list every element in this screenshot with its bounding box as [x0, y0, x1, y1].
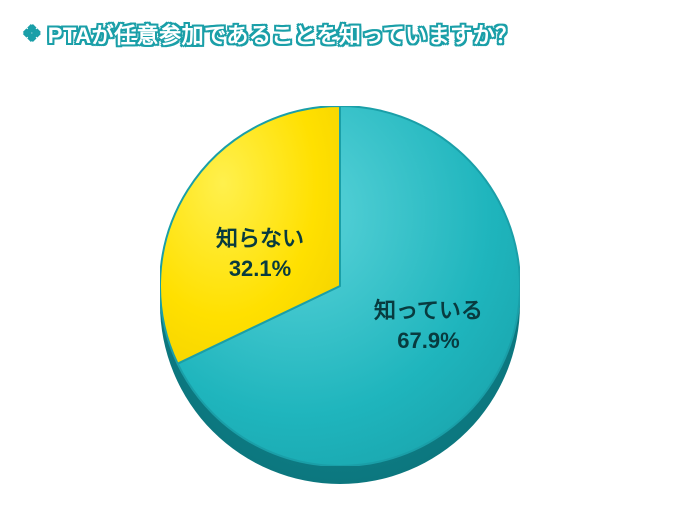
chart-title: ❖ PTAが任意参加であることを知っていますか？ — [22, 18, 518, 50]
pie-chart: 知っている67.9%知らない32.1% — [160, 106, 520, 466]
pie-svg — [160, 106, 520, 466]
diamond-icon: ❖ — [22, 21, 42, 47]
chart-title-text: PTAが任意参加であることを知っていますか？ — [48, 18, 518, 50]
